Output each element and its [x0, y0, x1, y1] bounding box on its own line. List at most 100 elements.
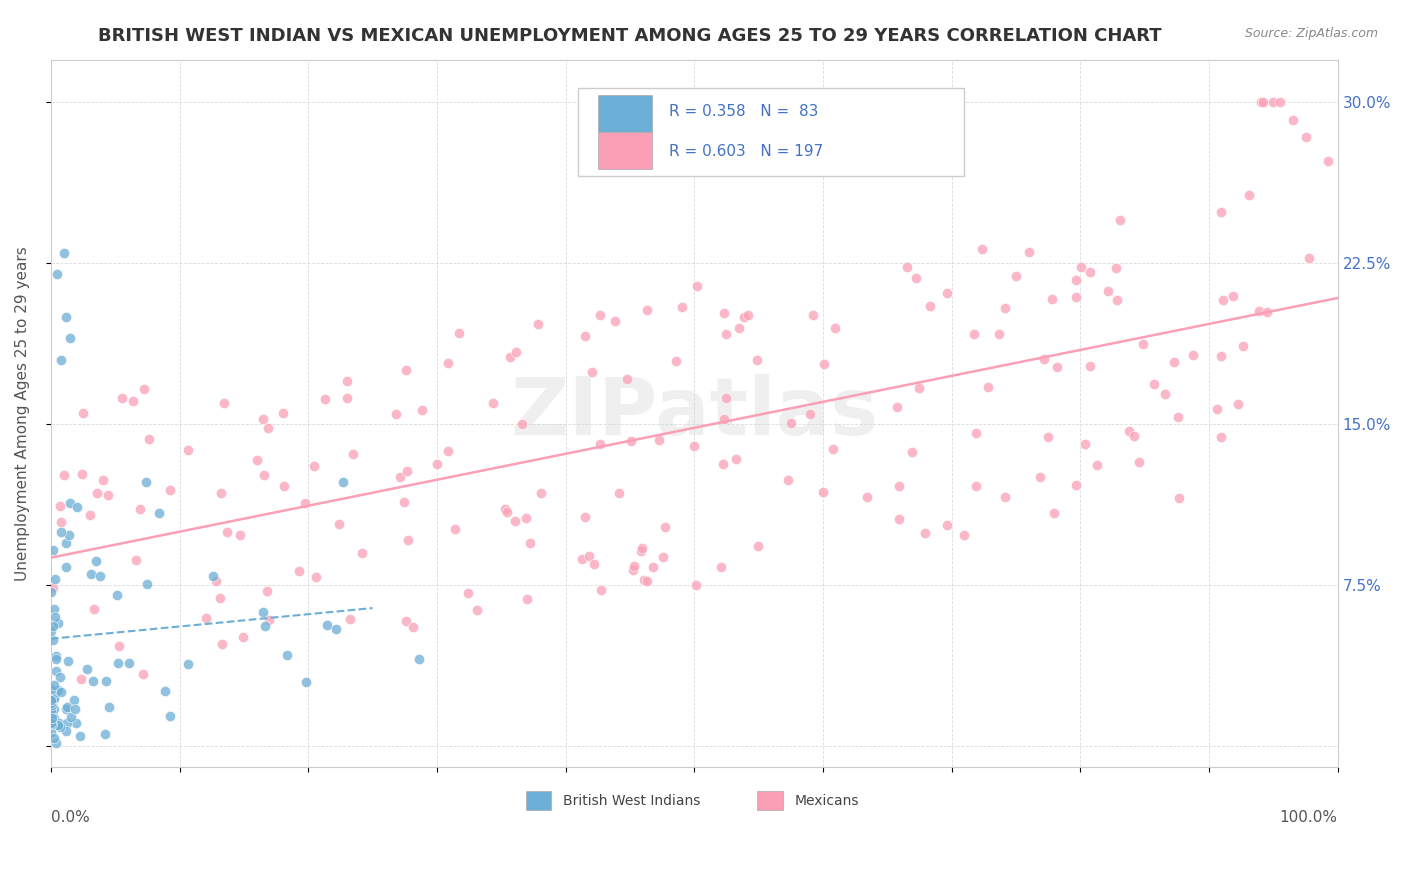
- Point: [53, 467, 76, 482]
- Point: [63, 702, 86, 716]
- Point: [1295, 129, 1317, 144]
- Point: [211, 637, 233, 651]
- Point: [779, 416, 801, 430]
- Point: [44, 731, 66, 745]
- Point: [132, 382, 155, 396]
- Point: [97, 488, 120, 502]
- Point: [1263, 95, 1285, 110]
- Point: [45, 737, 67, 751]
- Point: [515, 511, 537, 525]
- Point: [1206, 402, 1229, 417]
- Point: [45, 684, 67, 698]
- Point: [111, 391, 134, 405]
- Point: [728, 321, 751, 335]
- Point: [121, 394, 143, 409]
- Point: [42, 711, 65, 725]
- Point: [256, 584, 278, 599]
- Point: [963, 326, 986, 341]
- Point: [136, 577, 159, 591]
- Point: [44, 692, 66, 706]
- Point: [616, 372, 638, 386]
- Point: [588, 308, 610, 322]
- Point: [44, 609, 66, 624]
- Point: [48, 683, 70, 698]
- Point: [131, 667, 153, 681]
- Point: [1209, 205, 1232, 219]
- Point: [1237, 188, 1260, 202]
- Point: [273, 479, 295, 493]
- Point: [994, 490, 1017, 504]
- Point: [159, 709, 181, 723]
- Point: [39, 584, 62, 599]
- Point: [496, 505, 519, 519]
- Point: [294, 496, 316, 510]
- Point: [970, 242, 993, 256]
- Point: [641, 559, 664, 574]
- Point: [41, 725, 63, 739]
- Point: [118, 656, 141, 670]
- Point: [620, 434, 643, 448]
- Point: [105, 588, 128, 602]
- Point: [411, 402, 433, 417]
- Point: [1032, 352, 1054, 367]
- Point: [1209, 349, 1232, 363]
- Point: [578, 549, 600, 563]
- Point: [39, 624, 62, 638]
- Point: [737, 308, 759, 322]
- Point: [482, 396, 505, 410]
- Point: [48, 670, 70, 684]
- Point: [821, 442, 844, 457]
- Point: [887, 479, 910, 493]
- Point: [55, 535, 77, 549]
- Point: [55, 560, 77, 574]
- Point: [332, 475, 354, 490]
- Point: [177, 657, 200, 672]
- Point: [385, 407, 408, 421]
- Point: [1105, 260, 1128, 275]
- Point: [936, 285, 959, 300]
- Text: ZIPatlas: ZIPatlas: [510, 375, 879, 452]
- Point: [711, 458, 734, 472]
- Point: [1249, 303, 1271, 318]
- Point: [1064, 290, 1087, 304]
- Point: [799, 407, 821, 421]
- Point: [1074, 437, 1097, 451]
- Point: [1118, 424, 1140, 438]
- Point: [1251, 95, 1274, 110]
- Point: [581, 365, 603, 379]
- Point: [82, 674, 104, 689]
- Point: [505, 344, 527, 359]
- Point: [856, 490, 879, 504]
- Point: [201, 569, 224, 583]
- Point: [1105, 293, 1128, 308]
- Point: [336, 375, 359, 389]
- Point: [896, 260, 918, 275]
- Point: [66, 500, 89, 515]
- Point: [46, 267, 69, 281]
- Point: [965, 479, 987, 493]
- Point: [1036, 430, 1059, 444]
- Point: [900, 445, 922, 459]
- Point: [636, 574, 658, 588]
- Point: [294, 675, 316, 690]
- Point: [993, 301, 1015, 315]
- Point: [437, 444, 460, 458]
- Point: [1066, 478, 1088, 492]
- Point: [1154, 387, 1177, 401]
- Point: [336, 392, 359, 406]
- Point: [342, 447, 364, 461]
- Point: [395, 615, 418, 629]
- Point: [1227, 397, 1250, 411]
- Point: [42, 543, 65, 558]
- Point: [1281, 113, 1303, 128]
- Point: [654, 520, 676, 534]
- Point: [253, 619, 276, 633]
- Point: [402, 620, 425, 634]
- Point: [287, 564, 309, 578]
- FancyBboxPatch shape: [758, 791, 783, 811]
- Point: [905, 271, 928, 285]
- Point: [229, 528, 252, 542]
- Point: [41, 581, 63, 595]
- Point: [447, 326, 470, 341]
- Point: [1250, 95, 1272, 110]
